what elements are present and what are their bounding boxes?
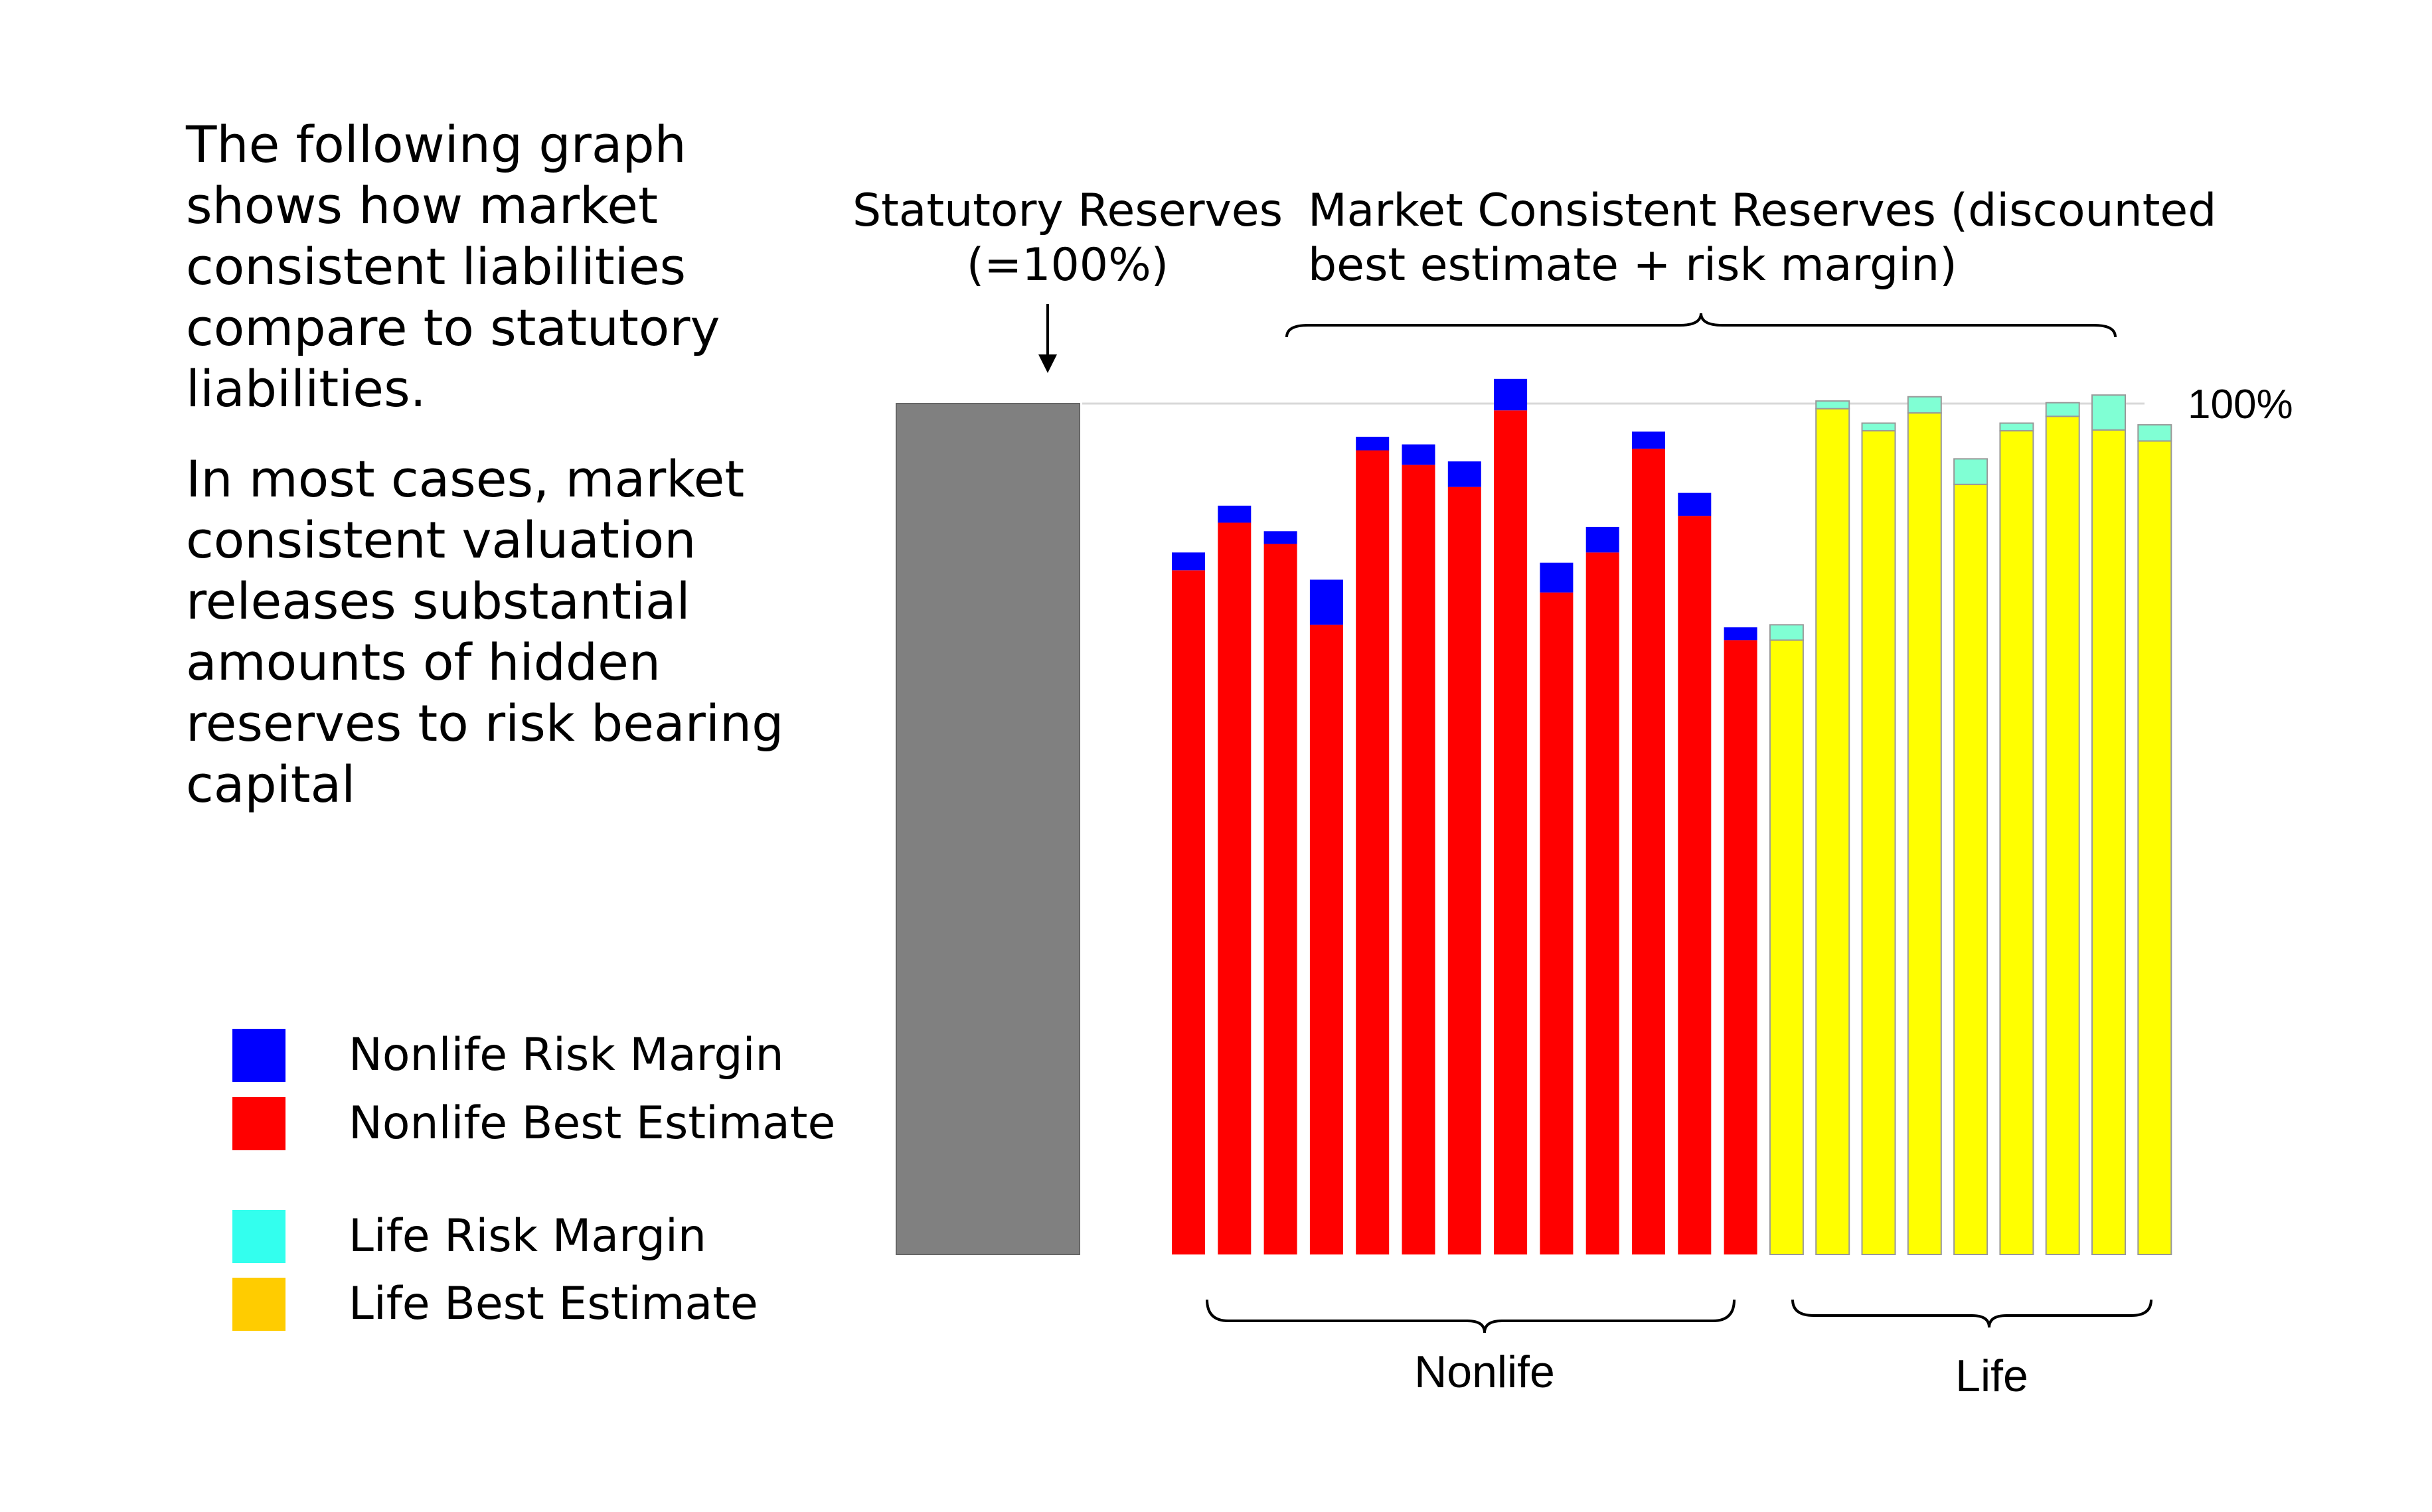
nonlife-best-estimate-bar [1263, 544, 1297, 1254]
nonlife-risk-margin-bar [1494, 378, 1528, 411]
legend-item-nonlife-risk-margin: Nonlife Risk Margin [232, 1029, 896, 1089]
nonlife-best-estimate-bar [1402, 465, 1435, 1255]
statutory-label-line2: (=100%) [967, 239, 1169, 291]
nonlife-risk-margin-bar [1724, 627, 1757, 641]
legend-label-life-risk-margin: Life Risk Margin [349, 1210, 706, 1262]
nonlife-best-estimate-bar [1309, 625, 1343, 1254]
life-risk-margin-bar [2137, 424, 2172, 442]
nonlife-risk-margin-bar [1447, 461, 1481, 487]
nonlife-risk-margin-bar [1356, 436, 1390, 451]
intro-paragraph-1: The following graph shows how market con… [186, 115, 720, 418]
life-group-label: Life [1955, 1351, 2028, 1401]
life-risk-margin-bar [1907, 396, 1942, 414]
nonlife-best-estimate-bar [1356, 450, 1390, 1254]
life-best-estimate-bar [1907, 412, 1942, 1255]
market-label-line2: best estimate + risk margin) [1308, 239, 1957, 291]
life-best-estimate-bar [1953, 483, 1988, 1255]
legend-swatch-nonlife-risk-margin [232, 1029, 285, 1082]
nonlife-best-estimate-bar [1678, 516, 1712, 1254]
nonlife-risk-margin-bar [1309, 579, 1343, 625]
market-bracket [1285, 313, 2117, 338]
hundred-percent-label: 100% [2188, 382, 2293, 427]
statutory-label-line1: Statutory Reserves [852, 185, 1283, 237]
legend-swatch-life-best-estimate [232, 1278, 285, 1331]
nonlife-risk-margin-bar [1263, 531, 1297, 544]
life-best-estimate-bar [1861, 430, 1896, 1255]
nonlife-risk-margin-bar [1172, 552, 1205, 571]
life-risk-margin-bar [1861, 422, 1896, 432]
life-risk-margin-bar [1769, 624, 1804, 641]
life-best-estimate-bar [2091, 429, 2126, 1256]
intro-paragraph-2: In most cases, market consistent valuati… [186, 449, 784, 814]
nonlife-best-estimate-bar [1218, 522, 1252, 1254]
legend-swatch-life-risk-margin [232, 1210, 285, 1263]
nonlife-risk-margin-bar [1585, 526, 1619, 553]
life-best-estimate-bar [2137, 440, 2172, 1256]
life-risk-margin-bar [1815, 400, 1850, 410]
life-risk-margin-bar [2091, 394, 2126, 431]
statutory-arrow [1038, 304, 1057, 373]
legend-item-life-risk-margin: Life Risk Margin [232, 1210, 896, 1270]
nonlife-best-estimate-bar [1172, 570, 1205, 1254]
nonlife-bracket [1206, 1299, 1736, 1333]
nonlife-group-label: Nonlife [1414, 1347, 1555, 1397]
nonlife-best-estimate-bar [1632, 448, 1665, 1254]
legend-label-nonlife-best-estimate: Nonlife Best Estimate [349, 1097, 836, 1150]
nonlife-best-estimate-bar [1540, 592, 1574, 1254]
life-best-estimate-bar [2045, 416, 2080, 1255]
legend-item-life-best-estimate: Life Best Estimate [232, 1278, 896, 1337]
nonlife-risk-margin-bar [1632, 431, 1665, 449]
legend-label-nonlife-risk-margin: Nonlife Risk Margin [349, 1029, 784, 1081]
nonlife-risk-margin-bar [1402, 444, 1435, 465]
nonlife-best-estimate-bar [1447, 487, 1481, 1254]
legend-label-life-best-estimate: Life Best Estimate [349, 1278, 758, 1330]
life-best-estimate-bar [1999, 430, 2034, 1255]
nonlife-best-estimate-bar [1494, 410, 1528, 1254]
legend-swatch-nonlife-best-estimate [232, 1097, 285, 1150]
bar-group [896, 378, 2172, 1256]
life-bracket [1791, 1299, 2152, 1328]
nonlife-risk-margin-bar [1218, 505, 1252, 523]
life-risk-margin-bar [1953, 458, 1988, 485]
nonlife-risk-margin-bar [1678, 492, 1712, 516]
life-best-estimate-bar [1815, 408, 1850, 1255]
market-label-line1: Market Consistent Reserves (discounted [1308, 185, 2216, 237]
life-best-estimate-bar [1769, 639, 1804, 1255]
nonlife-risk-margin-bar [1540, 562, 1574, 593]
life-risk-margin-bar [2045, 402, 2080, 417]
life-risk-margin-bar [1999, 422, 2034, 432]
nonlife-best-estimate-bar [1585, 552, 1619, 1254]
statutory-bar [896, 403, 1080, 1255]
nonlife-best-estimate-bar [1724, 640, 1757, 1254]
legend-item-nonlife-best-estimate: Nonlife Best Estimate [232, 1097, 896, 1157]
